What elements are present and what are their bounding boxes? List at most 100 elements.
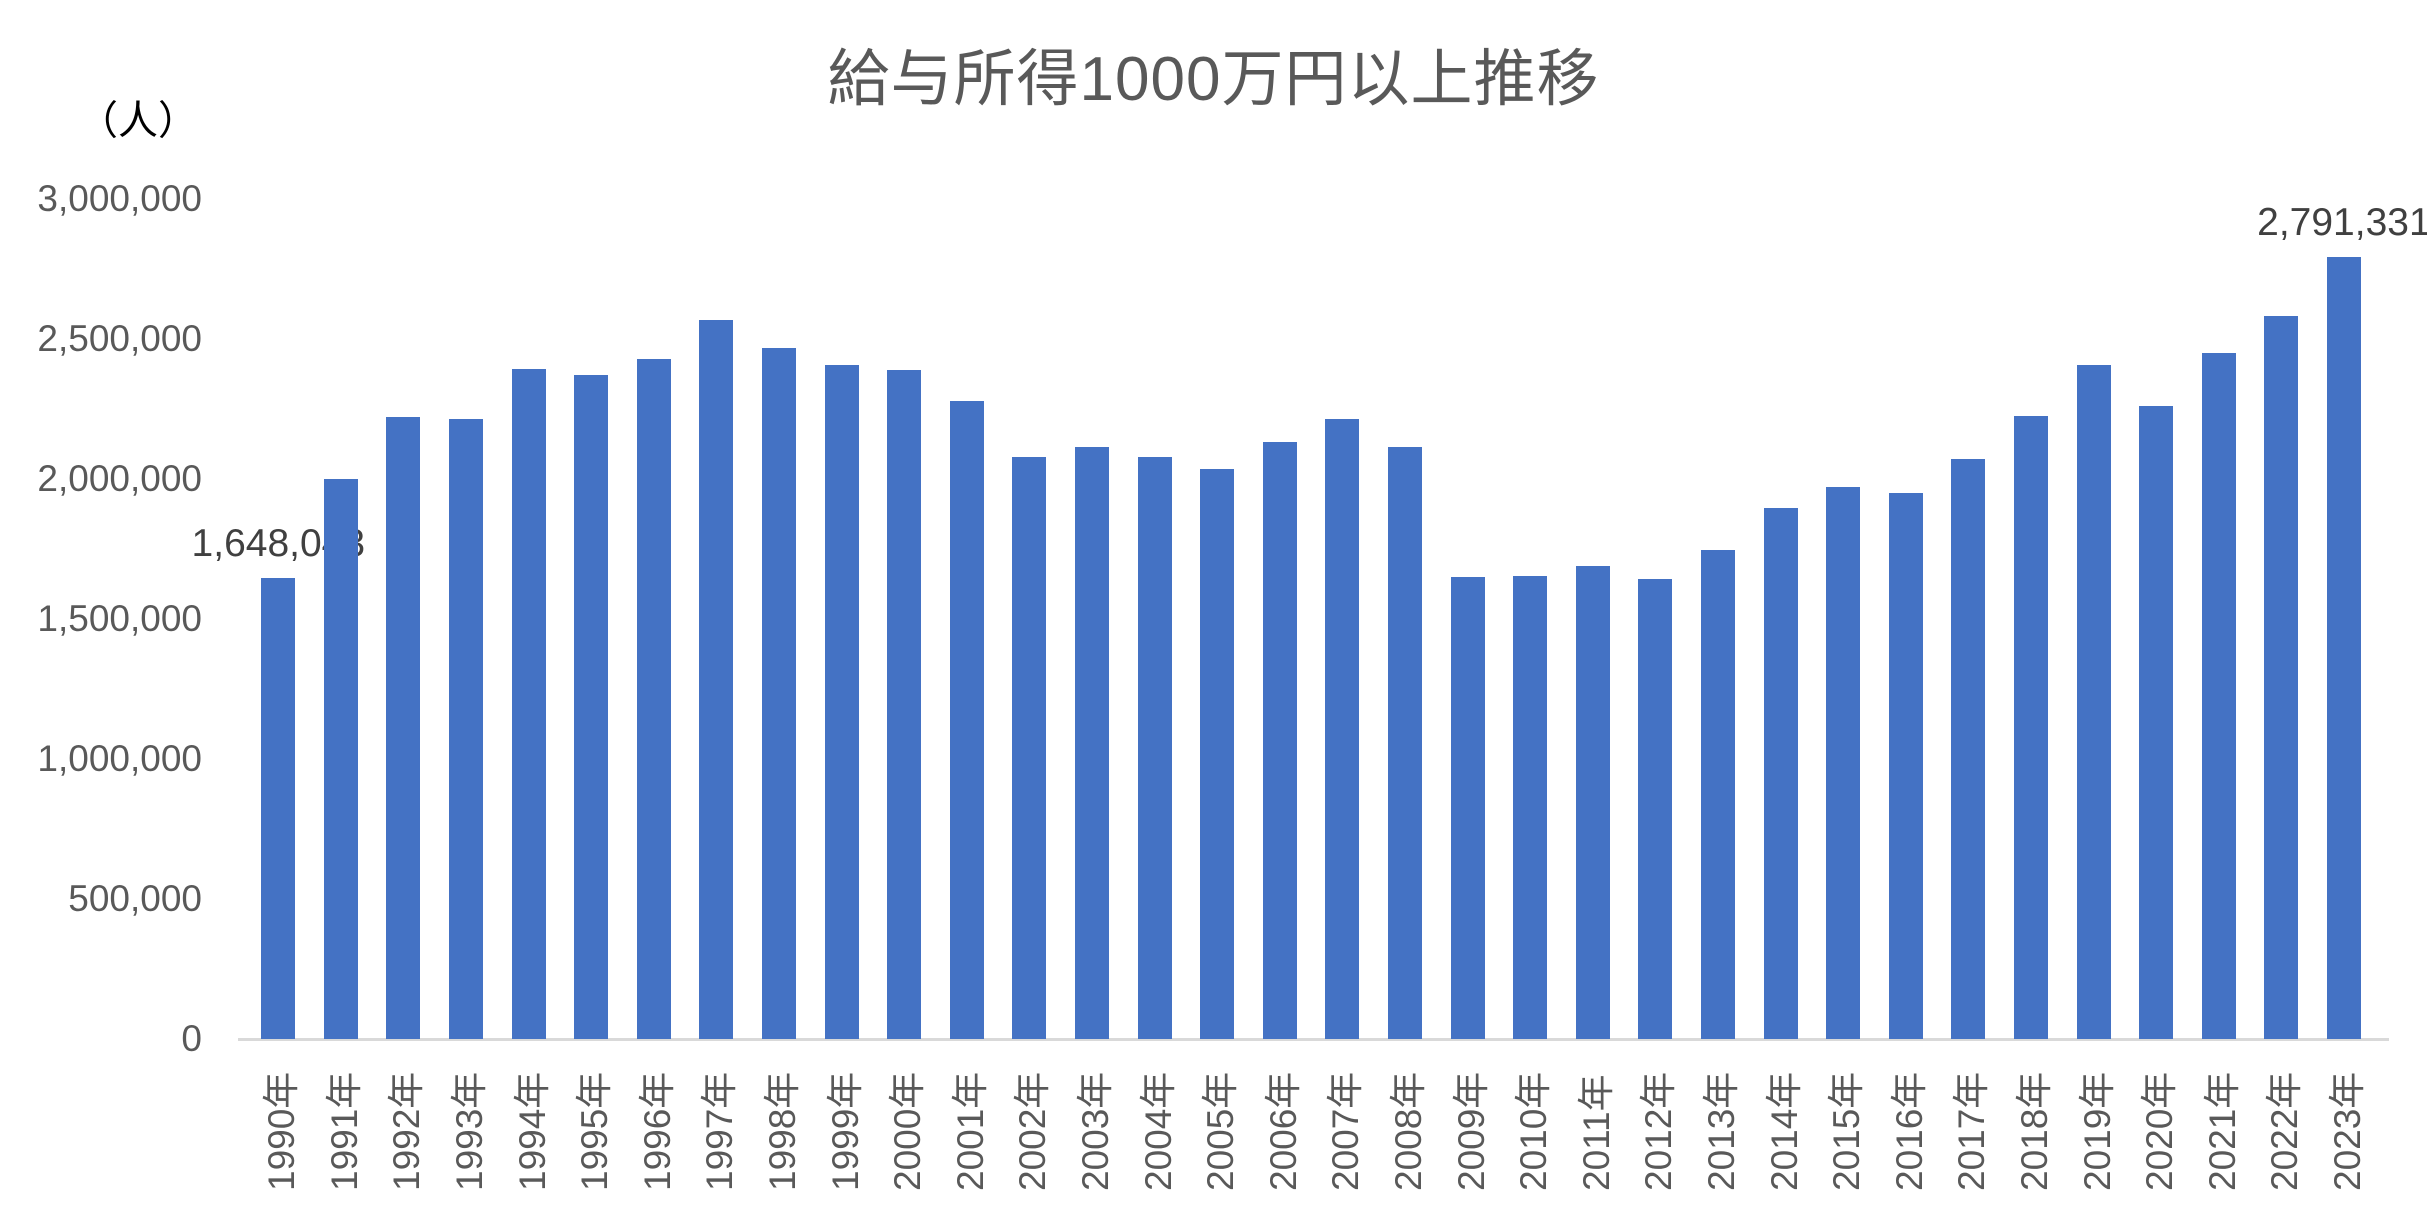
x-axis-tick-label: 1997年	[699, 1071, 741, 1191]
bar-slot: 1992年	[372, 199, 435, 1191]
x-axis-tick-label: 1994年	[511, 1071, 553, 1191]
bar-2014年	[1763, 508, 1798, 1039]
bar-slot: 2021年	[2187, 199, 2250, 1191]
x-axis-tick-label: 2001年	[949, 1071, 991, 1191]
x-axis-tick-label: 1995年	[574, 1071, 616, 1191]
bar-2021年	[2201, 353, 2236, 1039]
y-axis-tick-label: 2,500,000	[37, 317, 202, 359]
bar-slot: 1991年	[310, 199, 373, 1191]
bar-slot: 1999年	[810, 199, 873, 1191]
bar-slot: 2004年	[1123, 199, 1186, 1191]
bar-2019年	[2076, 365, 2111, 1039]
x-axis-line	[238, 1038, 2389, 1041]
bar-slot: 2007年	[1311, 199, 1374, 1191]
bar-slot: 2000年	[873, 199, 936, 1191]
bar-1997年	[699, 319, 734, 1039]
bar-2016年	[1888, 493, 1923, 1039]
bar-2012年	[1638, 578, 1673, 1039]
x-axis-tick-label: 2016年	[1888, 1071, 1930, 1191]
x-axis-tick-label: 2002年	[1012, 1071, 1054, 1191]
bar-slot: 2015年	[1812, 199, 1875, 1191]
x-axis-tick-label: 2019年	[2076, 1071, 2118, 1191]
bar-2022年	[2264, 316, 2299, 1039]
x-axis-tick-label: 2009年	[1450, 1071, 1492, 1191]
bar-1993年	[449, 418, 484, 1039]
x-axis-tick-label: 2006年	[1262, 1071, 1304, 1191]
x-axis-tick-label: 2000年	[887, 1071, 929, 1191]
x-axis-tick-label: 2018年	[2013, 1071, 2055, 1191]
y-axis-tick-label: 0	[181, 1018, 202, 1059]
bar-2010年	[1513, 576, 1548, 1039]
bar-slot: 2008年	[1374, 199, 1437, 1191]
bar-1996年	[636, 359, 671, 1039]
y-axis-tick-label: 1,500,000	[37, 598, 202, 639]
x-axis-tick-label: 1992年	[386, 1071, 428, 1191]
x-axis-tick-label: 1998年	[762, 1071, 804, 1191]
y-axis-tick-label: 1,000,000	[37, 737, 202, 779]
bar-slot: 2014年	[1749, 199, 1812, 1191]
bar-1991年	[323, 478, 358, 1039]
x-axis-tick-label: 2017年	[1951, 1071, 1993, 1191]
bar-slot: 2001年	[936, 199, 999, 1191]
plot-area: 1,648,043 1990年 1991年 1992年 1993年 1994年 1995年 1…	[192, 199, 2427, 1191]
bar-slot: 2011年	[1561, 199, 1624, 1191]
x-axis-tick-label: 2003年	[1075, 1071, 1117, 1191]
bar-slot: 2010年	[1499, 199, 1562, 1191]
bar-slot: 1997年	[685, 199, 748, 1191]
x-axis-tick-label: 2020年	[2139, 1071, 2181, 1191]
x-axis-tick-label: 2004年	[1137, 1071, 1179, 1191]
y-axis: 0 500,000 1,000,000 1,500,000 2,000,000 2,500…	[0, 178, 202, 1059]
bar-slot: 2006年	[1249, 199, 1312, 1191]
x-axis-tick-label: 2015年	[1826, 1071, 1868, 1191]
bar-slot: 1996年	[623, 199, 686, 1191]
bar-2005年	[1200, 468, 1235, 1039]
x-axis-tick-label: 2007年	[1325, 1071, 1367, 1191]
bar-1998年	[762, 347, 797, 1039]
bar-slot: 1,648,043 1990年	[192, 199, 366, 1191]
x-axis-tick-label: 2022年	[2264, 1071, 2306, 1191]
bar-slot: 2,791,331 2023年	[2257, 199, 2427, 1191]
bar-1994年	[511, 368, 546, 1039]
bar-2006年	[1262, 442, 1297, 1039]
bar-slot: 2013年	[1687, 199, 1750, 1191]
bar-2013年	[1700, 549, 1735, 1039]
x-axis-tick-label: 2010年	[1513, 1071, 1555, 1191]
bar-data-label: 2,791,331	[2257, 201, 2427, 245]
bar-2008年	[1387, 447, 1422, 1039]
x-axis-tick-label: 2005年	[1200, 1071, 1242, 1191]
x-axis-tick-label: 1991年	[323, 1071, 365, 1191]
x-axis-tick-label: 2014年	[1763, 1071, 1805, 1191]
x-axis-tick-label: 2008年	[1387, 1071, 1429, 1191]
bar-slot: 2020年	[2125, 199, 2188, 1191]
x-axis-tick-label: 2011年	[1575, 1074, 1617, 1191]
x-axis-tick-label: 1999年	[824, 1071, 866, 1191]
bar-slot: 1993年	[435, 199, 498, 1191]
bar-2023年: 2,791,331	[2257, 201, 2427, 1039]
x-axis-tick-label: 1996年	[636, 1071, 678, 1191]
bar-1995年	[574, 375, 609, 1039]
x-axis-tick-label: 2021年	[2201, 1071, 2243, 1191]
bar-slot: 2005年	[1186, 199, 1249, 1191]
y-axis-tick-label: 3,000,000	[37, 178, 202, 219]
y-axis-tick-label: 2,000,000	[37, 457, 202, 499]
bar-slot: 2009年	[1436, 199, 1499, 1191]
bar-2009年	[1450, 576, 1485, 1039]
bar-2001年	[949, 400, 984, 1039]
bar-slot: 2016年	[1874, 199, 1937, 1191]
x-axis-tick-label: 2012年	[1638, 1071, 1680, 1191]
bar-2011年	[1575, 566, 1610, 1039]
bar-slot: 1998年	[748, 199, 811, 1191]
bar-slot: 2019年	[2062, 199, 2125, 1191]
bar-slot: 1995年	[560, 199, 623, 1191]
bar-slot: 2022年	[2250, 199, 2313, 1191]
bar-slot: 2017年	[1937, 199, 2000, 1191]
bar-1990年: 1,648,043	[192, 522, 365, 1039]
x-axis-tick-label: 2013年	[1700, 1071, 1742, 1191]
bar-2007年	[1325, 418, 1360, 1039]
bar-slot: 2012年	[1624, 199, 1687, 1191]
bar-1992年	[386, 417, 421, 1039]
bar-1999年	[824, 365, 859, 1039]
bar-2002年	[1012, 457, 1047, 1039]
x-axis-tick-label: 1993年	[449, 1071, 491, 1191]
